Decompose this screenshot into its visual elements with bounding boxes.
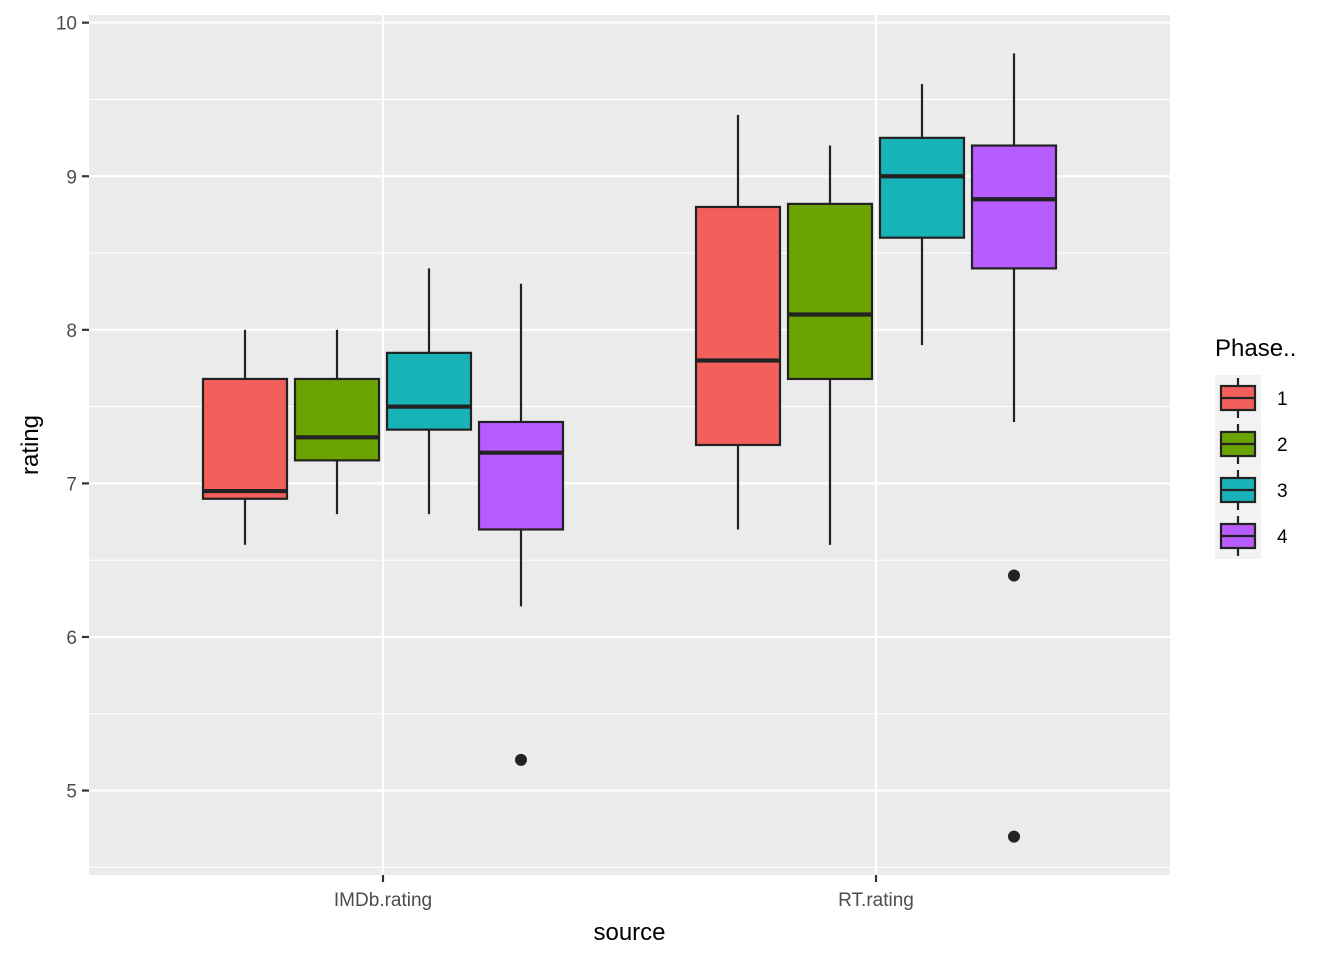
box xyxy=(970,144,1058,270)
legend-label: 2 xyxy=(1277,435,1288,456)
legend-label: 3 xyxy=(1277,481,1288,502)
legend-item-1: 1 xyxy=(1215,375,1288,421)
box-series-3-RT.rating xyxy=(878,84,966,346)
y-tick-label: 6 xyxy=(66,628,77,649)
x-axis: IMDb.rating RT.rating xyxy=(334,875,914,911)
legend-label: 1 xyxy=(1277,389,1288,410)
x-tick-label: IMDb.rating xyxy=(334,890,432,911)
outlier-point xyxy=(515,753,527,766)
box xyxy=(293,377,381,462)
x-axis-title: source xyxy=(593,919,665,946)
y-tick-label: 7 xyxy=(66,474,77,495)
box xyxy=(201,377,289,500)
box-series-1-IMDb.rating xyxy=(201,329,289,545)
y-tick-label: 9 xyxy=(66,167,77,188)
y-axis-title: rating xyxy=(17,415,44,475)
box-series-2-RT.rating xyxy=(786,145,874,545)
box-series-1-RT.rating xyxy=(694,114,782,530)
legend: Phase.. 1 2 3 4 xyxy=(1215,335,1296,559)
outlier-point xyxy=(1008,830,1020,843)
legend-item-4: 4 xyxy=(1215,513,1288,559)
legend-label: 4 xyxy=(1277,527,1288,548)
boxes xyxy=(201,53,1058,843)
box xyxy=(694,205,782,447)
box-series-2-IMDb.rating xyxy=(293,329,381,515)
legend-item-3: 3 xyxy=(1215,467,1288,513)
legend-item-2: 2 xyxy=(1215,421,1288,467)
box xyxy=(878,136,966,239)
outlier-point xyxy=(1008,569,1020,582)
box xyxy=(385,351,473,431)
y-axis: 5 6 7 8 9 10 xyxy=(56,14,89,803)
box-series-4-IMDb.rating xyxy=(477,283,565,766)
box-series-4-RT.rating xyxy=(970,53,1058,843)
box xyxy=(786,202,874,381)
legend-title: Phase.. xyxy=(1215,335,1296,362)
box xyxy=(477,420,565,531)
box-series-3-IMDb.rating xyxy=(385,268,473,515)
y-tick-label: 10 xyxy=(56,14,77,35)
x-tick-label: RT.rating xyxy=(838,890,914,911)
y-tick-label: 8 xyxy=(66,321,77,342)
y-tick-label: 5 xyxy=(66,782,77,803)
